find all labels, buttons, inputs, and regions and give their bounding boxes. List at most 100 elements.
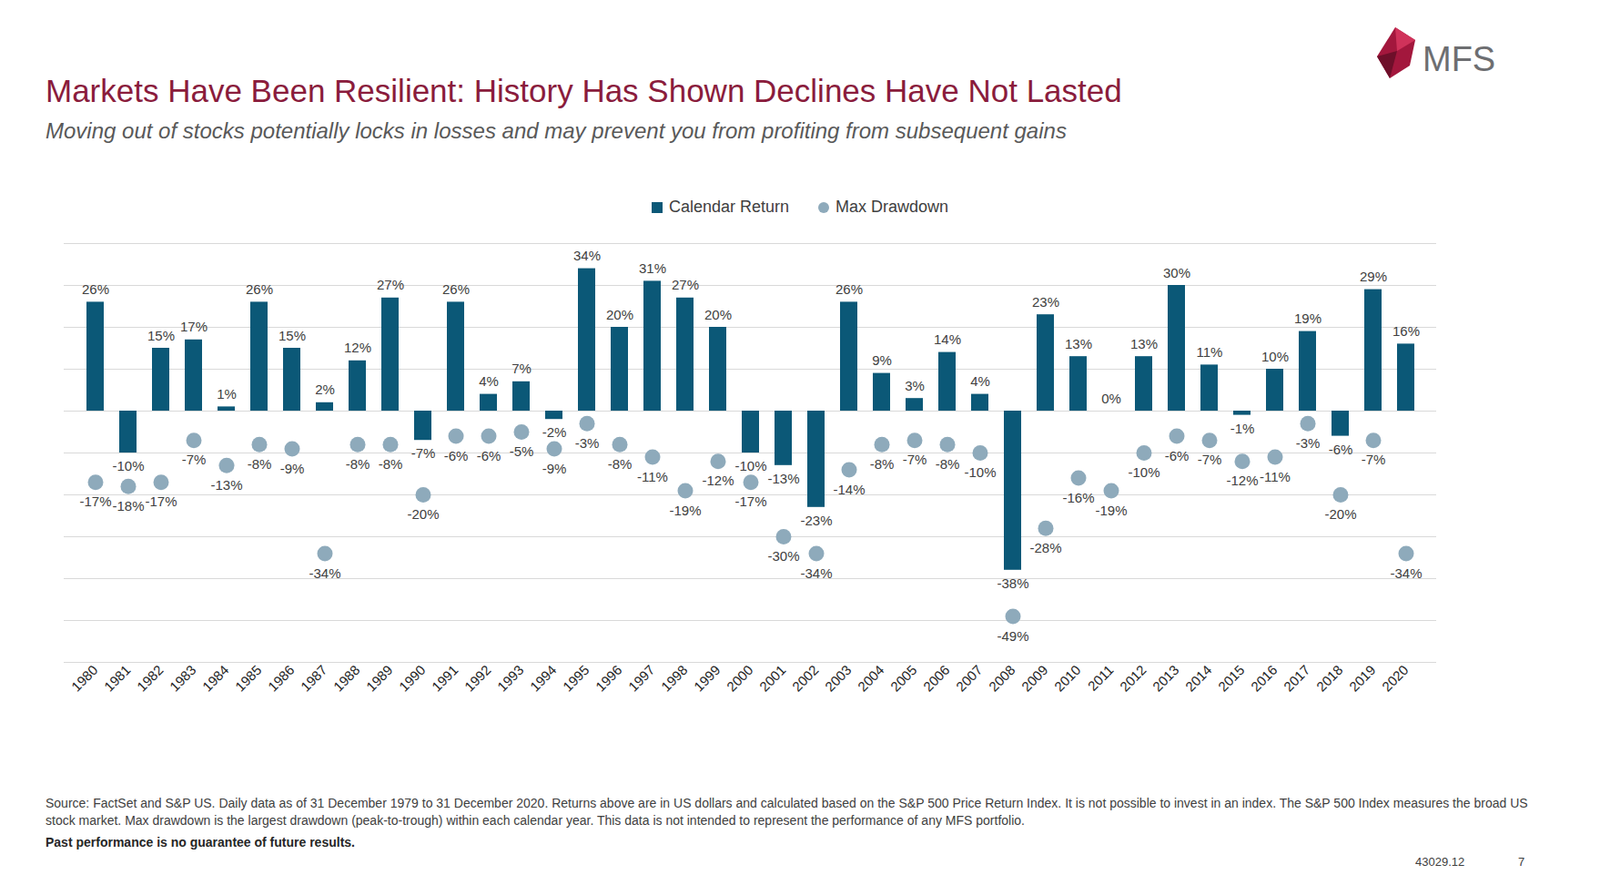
svg-text:1993: 1993 [494,661,527,695]
svg-text:1983: 1983 [166,661,200,695]
svg-text:1998: 1998 [658,661,691,695]
svg-text:-14%: -14% [832,481,865,497]
svg-text:3%: 3% [904,377,925,394]
svg-text:2013: 2013 [1149,661,1183,695]
svg-text:2018: 2018 [1313,661,1347,695]
svg-text:-6%: -6% [1328,441,1354,457]
svg-text:-10%: -10% [963,464,996,480]
svg-text:14%: 14% [933,331,962,347]
svg-text:-1%: -1% [1230,420,1256,436]
svg-text:2%: 2% [314,381,335,397]
svg-text:-8%: -8% [935,455,961,472]
svg-text:-17%: -17% [79,493,112,509]
svg-text:-3%: -3% [1296,435,1321,451]
svg-text:1987: 1987 [297,661,331,695]
svg-text:26%: 26% [81,281,110,297]
svg-text:1992: 1992 [461,661,495,695]
svg-text:11%: 11% [1196,344,1224,360]
svg-text:1981: 1981 [101,661,134,695]
svg-text:2011: 2011 [1084,661,1117,694]
svg-text:17%: 17% [180,318,208,335]
svg-text:MFS: MFS [1422,40,1496,79]
svg-text:2002: 2002 [789,661,822,695]
svg-text:26%: 26% [442,281,470,297]
svg-text:-6%: -6% [444,447,469,464]
svg-text:2004: 2004 [854,661,888,695]
svg-text:-49%: -49% [996,627,1029,644]
svg-text:0%: 0% [1101,390,1122,406]
svg-text:15%: 15% [278,327,306,344]
svg-text:-8%: -8% [870,455,895,472]
svg-text:2019: 2019 [1346,661,1379,695]
svg-text:27%: 27% [376,276,405,293]
svg-text:13%: 13% [1064,335,1093,352]
svg-text:2000: 2000 [723,661,757,695]
svg-text:2014: 2014 [1182,661,1216,695]
svg-text:1997: 1997 [625,661,659,695]
svg-text:31%: 31% [638,260,667,276]
svg-text:2015: 2015 [1215,661,1248,695]
svg-text:1995: 1995 [559,661,593,695]
svg-text:29%: 29% [1359,268,1388,284]
svg-text:-19%: -19% [1094,502,1127,518]
svg-text:13%: 13% [1130,335,1158,352]
svg-text:-3%: -3% [575,435,600,451]
svg-text:2008: 2008 [985,661,1019,695]
svg-text:10%: 10% [1261,348,1289,365]
svg-text:-6%: -6% [1164,447,1190,464]
svg-text:-19%: -19% [668,502,701,518]
svg-text:-11%: -11% [637,468,669,485]
svg-text:34%: 34% [573,247,601,264]
svg-text:-7%: -7% [902,451,928,467]
svg-text:-7%: -7% [411,445,436,461]
svg-text:2016: 2016 [1247,661,1281,695]
svg-text:16%: 16% [1392,323,1420,339]
svg-text:2007: 2007 [952,661,986,695]
svg-text:-6%: -6% [476,447,502,464]
svg-text:-11%: -11% [1259,468,1291,485]
svg-text:-10%: -10% [111,457,144,474]
svg-text:-28%: -28% [1029,539,1062,556]
svg-text:2003: 2003 [821,661,855,695]
svg-text:-23%: -23% [800,512,832,528]
svg-text:-7%: -7% [1361,451,1387,467]
svg-text:-13%: -13% [210,476,243,493]
svg-text:1980: 1980 [68,661,102,695]
svg-text:23%: 23% [1032,293,1060,310]
svg-text:-34%: -34% [800,565,832,581]
svg-text:-17%: -17% [144,493,177,509]
svg-text:-17%: -17% [734,493,767,509]
svg-text:2020: 2020 [1378,661,1412,695]
svg-text:2005: 2005 [887,661,921,695]
svg-text:-38%: -38% [996,575,1029,591]
svg-text:20%: 20% [606,306,634,323]
svg-text:2009: 2009 [1018,661,1052,695]
svg-text:7%: 7% [511,360,532,376]
svg-text:2010: 2010 [1051,661,1084,695]
svg-text:1%: 1% [216,385,237,402]
svg-text:-34%: -34% [308,565,341,581]
svg-text:27%: 27% [671,276,699,293]
svg-text:-7%: -7% [1197,451,1223,467]
svg-text:-10%: -10% [1127,464,1160,480]
svg-text:-18%: -18% [111,497,144,514]
svg-text:4%: 4% [478,373,499,389]
svg-text:-5%: -5% [509,443,535,459]
svg-text:26%: 26% [835,281,863,297]
svg-text:1999: 1999 [690,661,724,695]
svg-text:-12%: -12% [701,472,734,488]
svg-text:-20%: -20% [1324,506,1357,522]
svg-text:-30%: -30% [767,547,800,564]
svg-text:-8%: -8% [607,455,633,472]
svg-text:9%: 9% [871,352,892,368]
svg-text:-8%: -8% [247,455,273,472]
svg-text:26%: 26% [245,281,274,297]
svg-text:12%: 12% [344,339,372,355]
svg-text:1994: 1994 [526,661,560,695]
svg-text:1982: 1982 [133,661,167,695]
svg-text:1986: 1986 [264,661,298,695]
svg-text:1989: 1989 [363,661,396,695]
svg-text:-9%: -9% [280,460,305,476]
svg-text:1988: 1988 [330,661,364,695]
svg-text:15%: 15% [147,327,175,344]
